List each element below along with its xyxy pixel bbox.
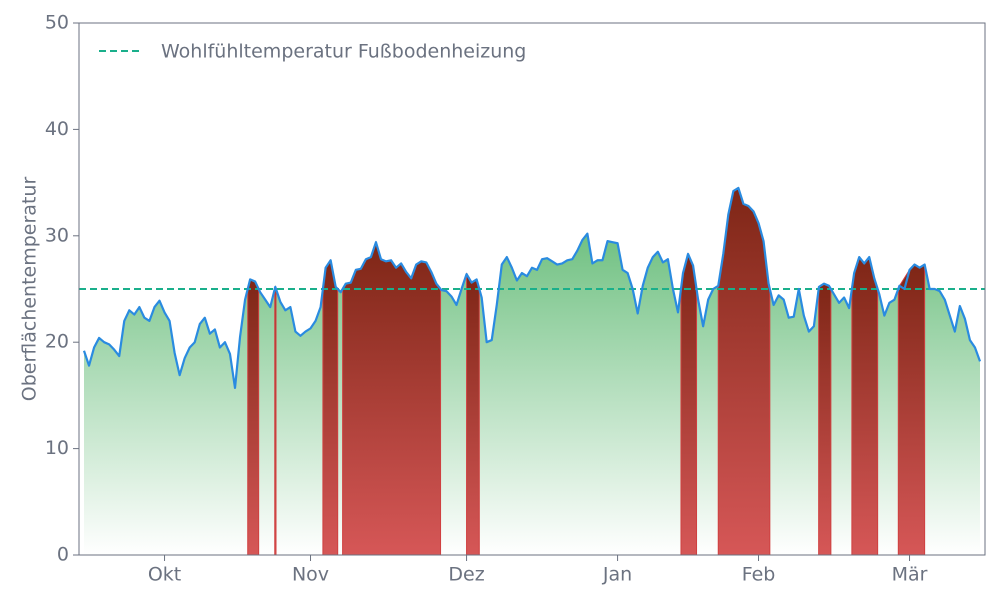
y-tick-label: 0	[57, 544, 69, 566]
area-below	[84, 187, 980, 556]
y-tick-label: 30	[45, 224, 69, 246]
y-axis-label: Oberflächentemperatur	[19, 177, 41, 402]
area-above	[466, 272, 480, 556]
x-tick-label: Jan	[602, 564, 632, 586]
x-tick-label: Feb	[742, 564, 776, 586]
area-above	[274, 285, 277, 556]
x-tick-label: Mär	[892, 564, 928, 586]
y-tick-label: 10	[45, 437, 69, 459]
y-tick-label: 50	[45, 12, 69, 34]
area-above	[897, 263, 926, 556]
area-above	[322, 258, 339, 556]
area-above	[717, 187, 771, 556]
x-tick-label: Dez	[448, 564, 484, 586]
area-above	[818, 283, 832, 556]
x-tick-label: Nov	[292, 564, 329, 586]
plot-frame	[78, 22, 986, 556]
area-above	[247, 278, 260, 556]
y-tick-label: 40	[45, 118, 69, 140]
legend-label: Wohlfühltemperatur Fußbodenheizung	[161, 41, 526, 63]
area-above	[680, 252, 698, 556]
y-tick-label: 20	[45, 331, 69, 353]
area-above	[851, 255, 879, 556]
data-line	[82, 186, 982, 390]
x-tick-label: Okt	[148, 564, 181, 586]
